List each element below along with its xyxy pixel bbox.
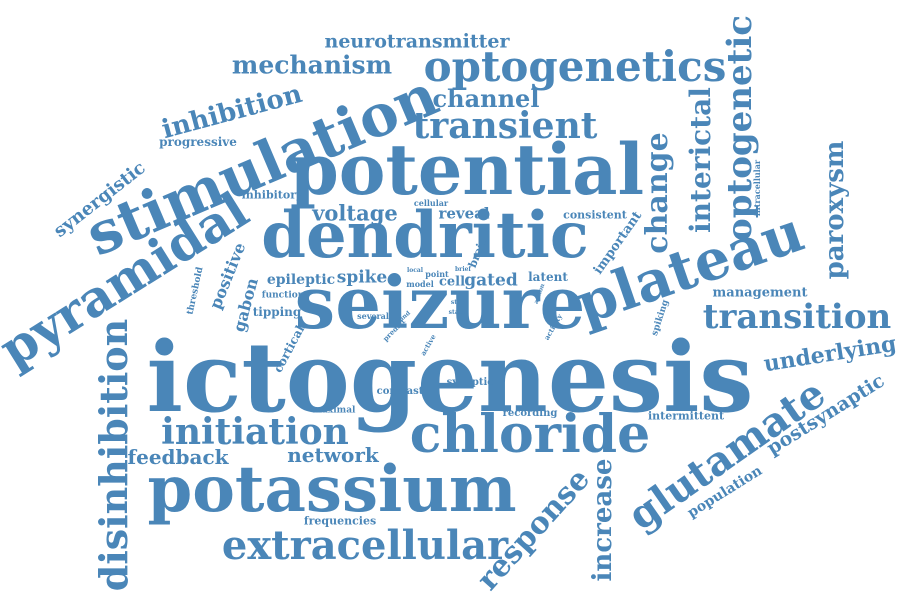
cloud-word: intermittent: [647, 409, 725, 423]
cloud-word: potassium: [147, 452, 517, 527]
cloud-word: cell: [438, 274, 466, 290]
cloud-word: optogenetics: [423, 42, 727, 91]
cloud-word: channel: [432, 84, 540, 113]
cloud-word: dendritic: [261, 198, 589, 273]
cloud-word: state: [448, 309, 466, 316]
cloud-word: gated: [464, 270, 518, 291]
cloud-word: local: [406, 267, 424, 274]
cloud-word: paroxysm: [820, 140, 850, 280]
cloud-word: epileptic: [266, 272, 336, 288]
cloud-word: potential: [289, 128, 645, 211]
cloud-word: initiation: [161, 411, 349, 453]
cloud-word: contrast: [376, 386, 424, 397]
cloud-word: function: [261, 290, 305, 301]
cloud-word: chloride: [409, 404, 651, 465]
cloud-word: feedback: [127, 445, 229, 469]
cloud-word: several: [357, 311, 389, 321]
cloud-word: progressive: [159, 135, 237, 149]
cloud-word: inhibitory: [241, 188, 303, 202]
cloud-word: tipping: [252, 305, 302, 319]
cloud-word: voltage: [312, 200, 398, 226]
cloud-word: model: [406, 279, 434, 289]
cloud-word: step: [450, 299, 466, 306]
cloud-word: interictal: [684, 87, 717, 233]
cloud-word: reveal: [438, 204, 490, 223]
cloud-word: frequencies: [303, 514, 377, 528]
cloud-word: brief: [454, 266, 472, 273]
cloud-word: neurotransmitter: [324, 30, 510, 53]
cloud-word: spike: [336, 267, 388, 288]
cloud-word: latent: [528, 270, 568, 284]
cloud-word: consistent: [563, 208, 627, 222]
cloud-word: seizure: [294, 260, 586, 345]
cloud-word: transient: [412, 105, 598, 147]
cloud-word: management: [712, 285, 808, 301]
cloud-word: transition: [702, 297, 892, 337]
cloud-word: recording: [502, 408, 558, 419]
cloud-word: cellular: [413, 198, 449, 208]
cloud-word: ictogenesis: [146, 321, 754, 434]
cloud-word: threshold: [185, 266, 206, 316]
cloud-word: synaptic: [446, 377, 494, 388]
cloud-word: maximal: [312, 405, 356, 416]
cloud-word: extracellular: [221, 522, 509, 569]
cloud-word: underlying: [761, 330, 899, 378]
cloud-word: network: [287, 443, 379, 467]
cloud-word: intracellular: [752, 159, 762, 217]
cloud-word: point: [425, 269, 449, 279]
cloud-word: mechanism: [231, 50, 393, 80]
cloud-word: increase: [588, 458, 618, 582]
cloud-word: change: [640, 132, 675, 254]
